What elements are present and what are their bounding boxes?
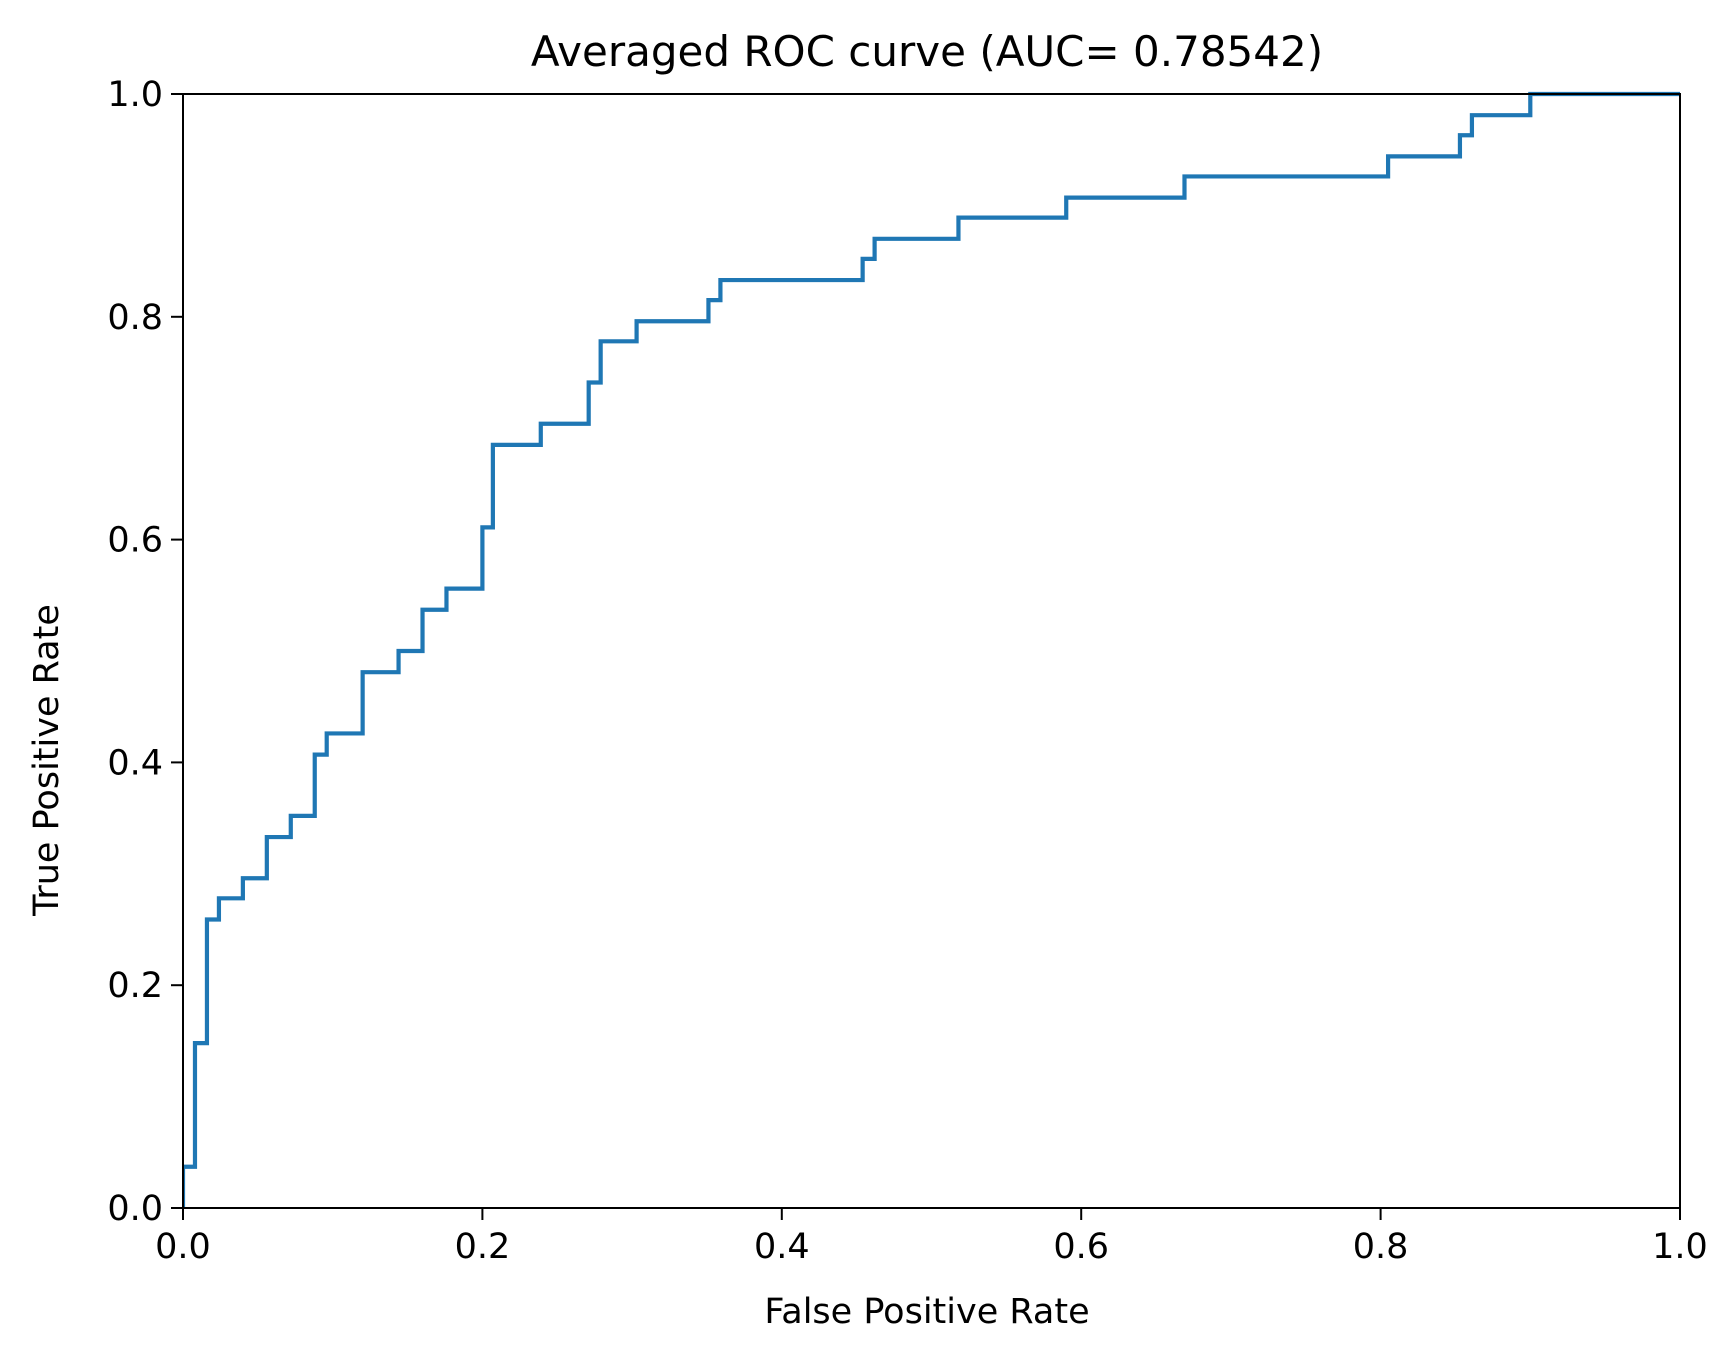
x-axis-label: False Positive Rate (764, 1292, 1089, 1332)
roc-curve-line (183, 91, 1680, 1208)
x-tick-label: 0.6 (1053, 1227, 1109, 1267)
chart-title: Averaged ROC curve (AUC= 0.78542) (531, 27, 1323, 76)
plot-area: 0.0 0.2 0.4 0.6 0.8 1.0 0.0 0.2 0.4 0.6 0.8 1.0 (107, 75, 1708, 1267)
x-tick-label: 0.2 (455, 1227, 511, 1267)
y-tick-label: 0.8 (107, 298, 163, 338)
y-tick-label: 0.2 (107, 966, 163, 1006)
x-tick-label: 0.4 (754, 1227, 810, 1267)
x-tick-label: 0.0 (155, 1227, 211, 1267)
y-tick-label: 0.0 (107, 1189, 163, 1229)
x-tick-label: 1.0 (1652, 1227, 1708, 1267)
x-tick-label: 0.8 (1353, 1227, 1409, 1267)
y-tick-label: 1.0 (107, 75, 163, 115)
y-tick-label: 0.4 (107, 743, 163, 783)
axes-frame (182, 93, 1681, 1209)
y-tick-label: 0.6 (107, 521, 163, 561)
y-axis-label: True Positive Rate (27, 604, 67, 917)
